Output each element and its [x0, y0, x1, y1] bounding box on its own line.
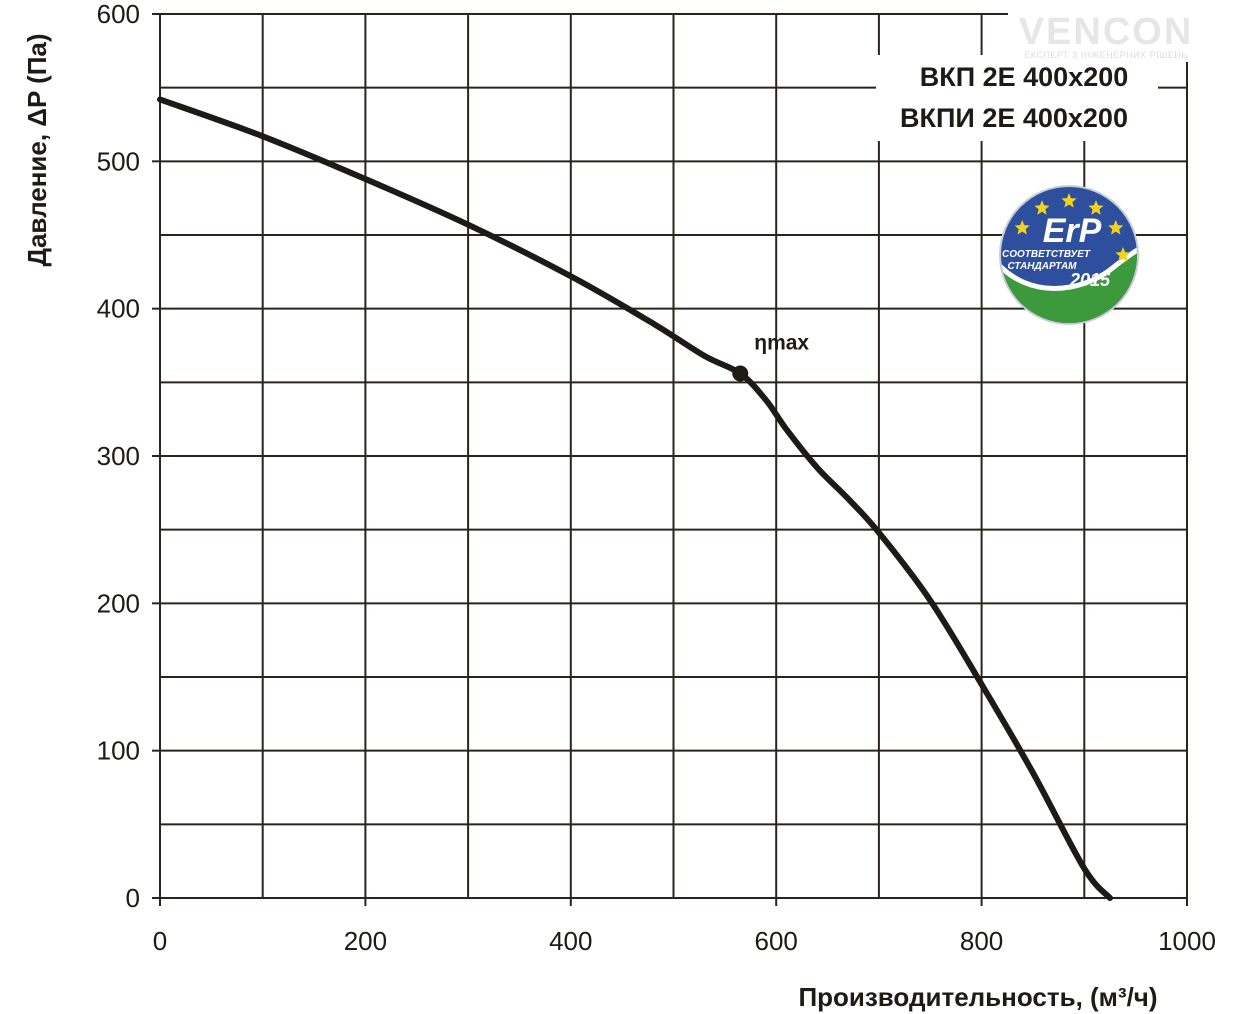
model-label-1: ВКП 2Е 400x200	[920, 62, 1129, 92]
star-icon	[1088, 200, 1104, 215]
x-tick-label: 200	[344, 926, 387, 956]
y-tick-label: 300	[97, 441, 140, 471]
tick-labels: 0 200 400 600 800 1000 0 100 200 300 400 500 600	[97, 0, 1216, 956]
logo-wordmark: VENCON	[1019, 11, 1194, 53]
erp-line-2: СТАНДАРТАМ	[1007, 261, 1077, 272]
x-axis-title: Производительность, (м³/ч)	[798, 982, 1157, 1012]
x-tick-label: 600	[755, 926, 798, 956]
eta-max-label: ηmax	[754, 331, 809, 354]
y-tick-label: 500	[97, 146, 140, 176]
star-icon	[1061, 193, 1077, 208]
star-icon	[1034, 200, 1050, 215]
model-label-background	[876, 55, 1158, 141]
y-axis-title: Давление, ΔP (Па)	[22, 33, 52, 266]
x-tick-label: 400	[549, 926, 592, 956]
star-icon	[1108, 220, 1124, 235]
star-icons	[1014, 193, 1131, 262]
erp-title: ErP	[1043, 212, 1102, 250]
star-icon	[1014, 220, 1030, 235]
erp-year: 2015	[1069, 270, 1111, 290]
y-tick-label: 400	[97, 294, 140, 324]
logo-tagline: ЕКСПЕРТ З ІНЖЕНЕРНИХ РІШЕНЬ	[1024, 50, 1188, 60]
x-tick-label: 800	[960, 926, 1003, 956]
y-tick-label: 100	[97, 736, 140, 766]
y-tick-label: 0	[126, 883, 140, 913]
y-tick-label: 200	[97, 588, 140, 618]
performance-curve	[157, 96, 1113, 901]
eta-max-point	[732, 365, 749, 382]
y-tick-label: 600	[97, 0, 140, 29]
x-tick-label: 0	[153, 926, 167, 956]
erp-line-1: СООТВЕТСТВУЕТ	[1002, 249, 1091, 260]
x-tick-label: 1000	[1158, 926, 1216, 956]
model-label-2: ВКПИ 2Е 400x200	[900, 103, 1128, 133]
vencon-logo: VENCON ЕКСПЕРТ З ІНЖЕНЕРНИХ РІШЕНЬ	[1008, 10, 1208, 62]
star-icon	[1115, 247, 1131, 262]
erp-badge: ErP СООТВЕТСТВУЕТ СТАНДАРТАМ 2015	[999, 185, 1139, 325]
